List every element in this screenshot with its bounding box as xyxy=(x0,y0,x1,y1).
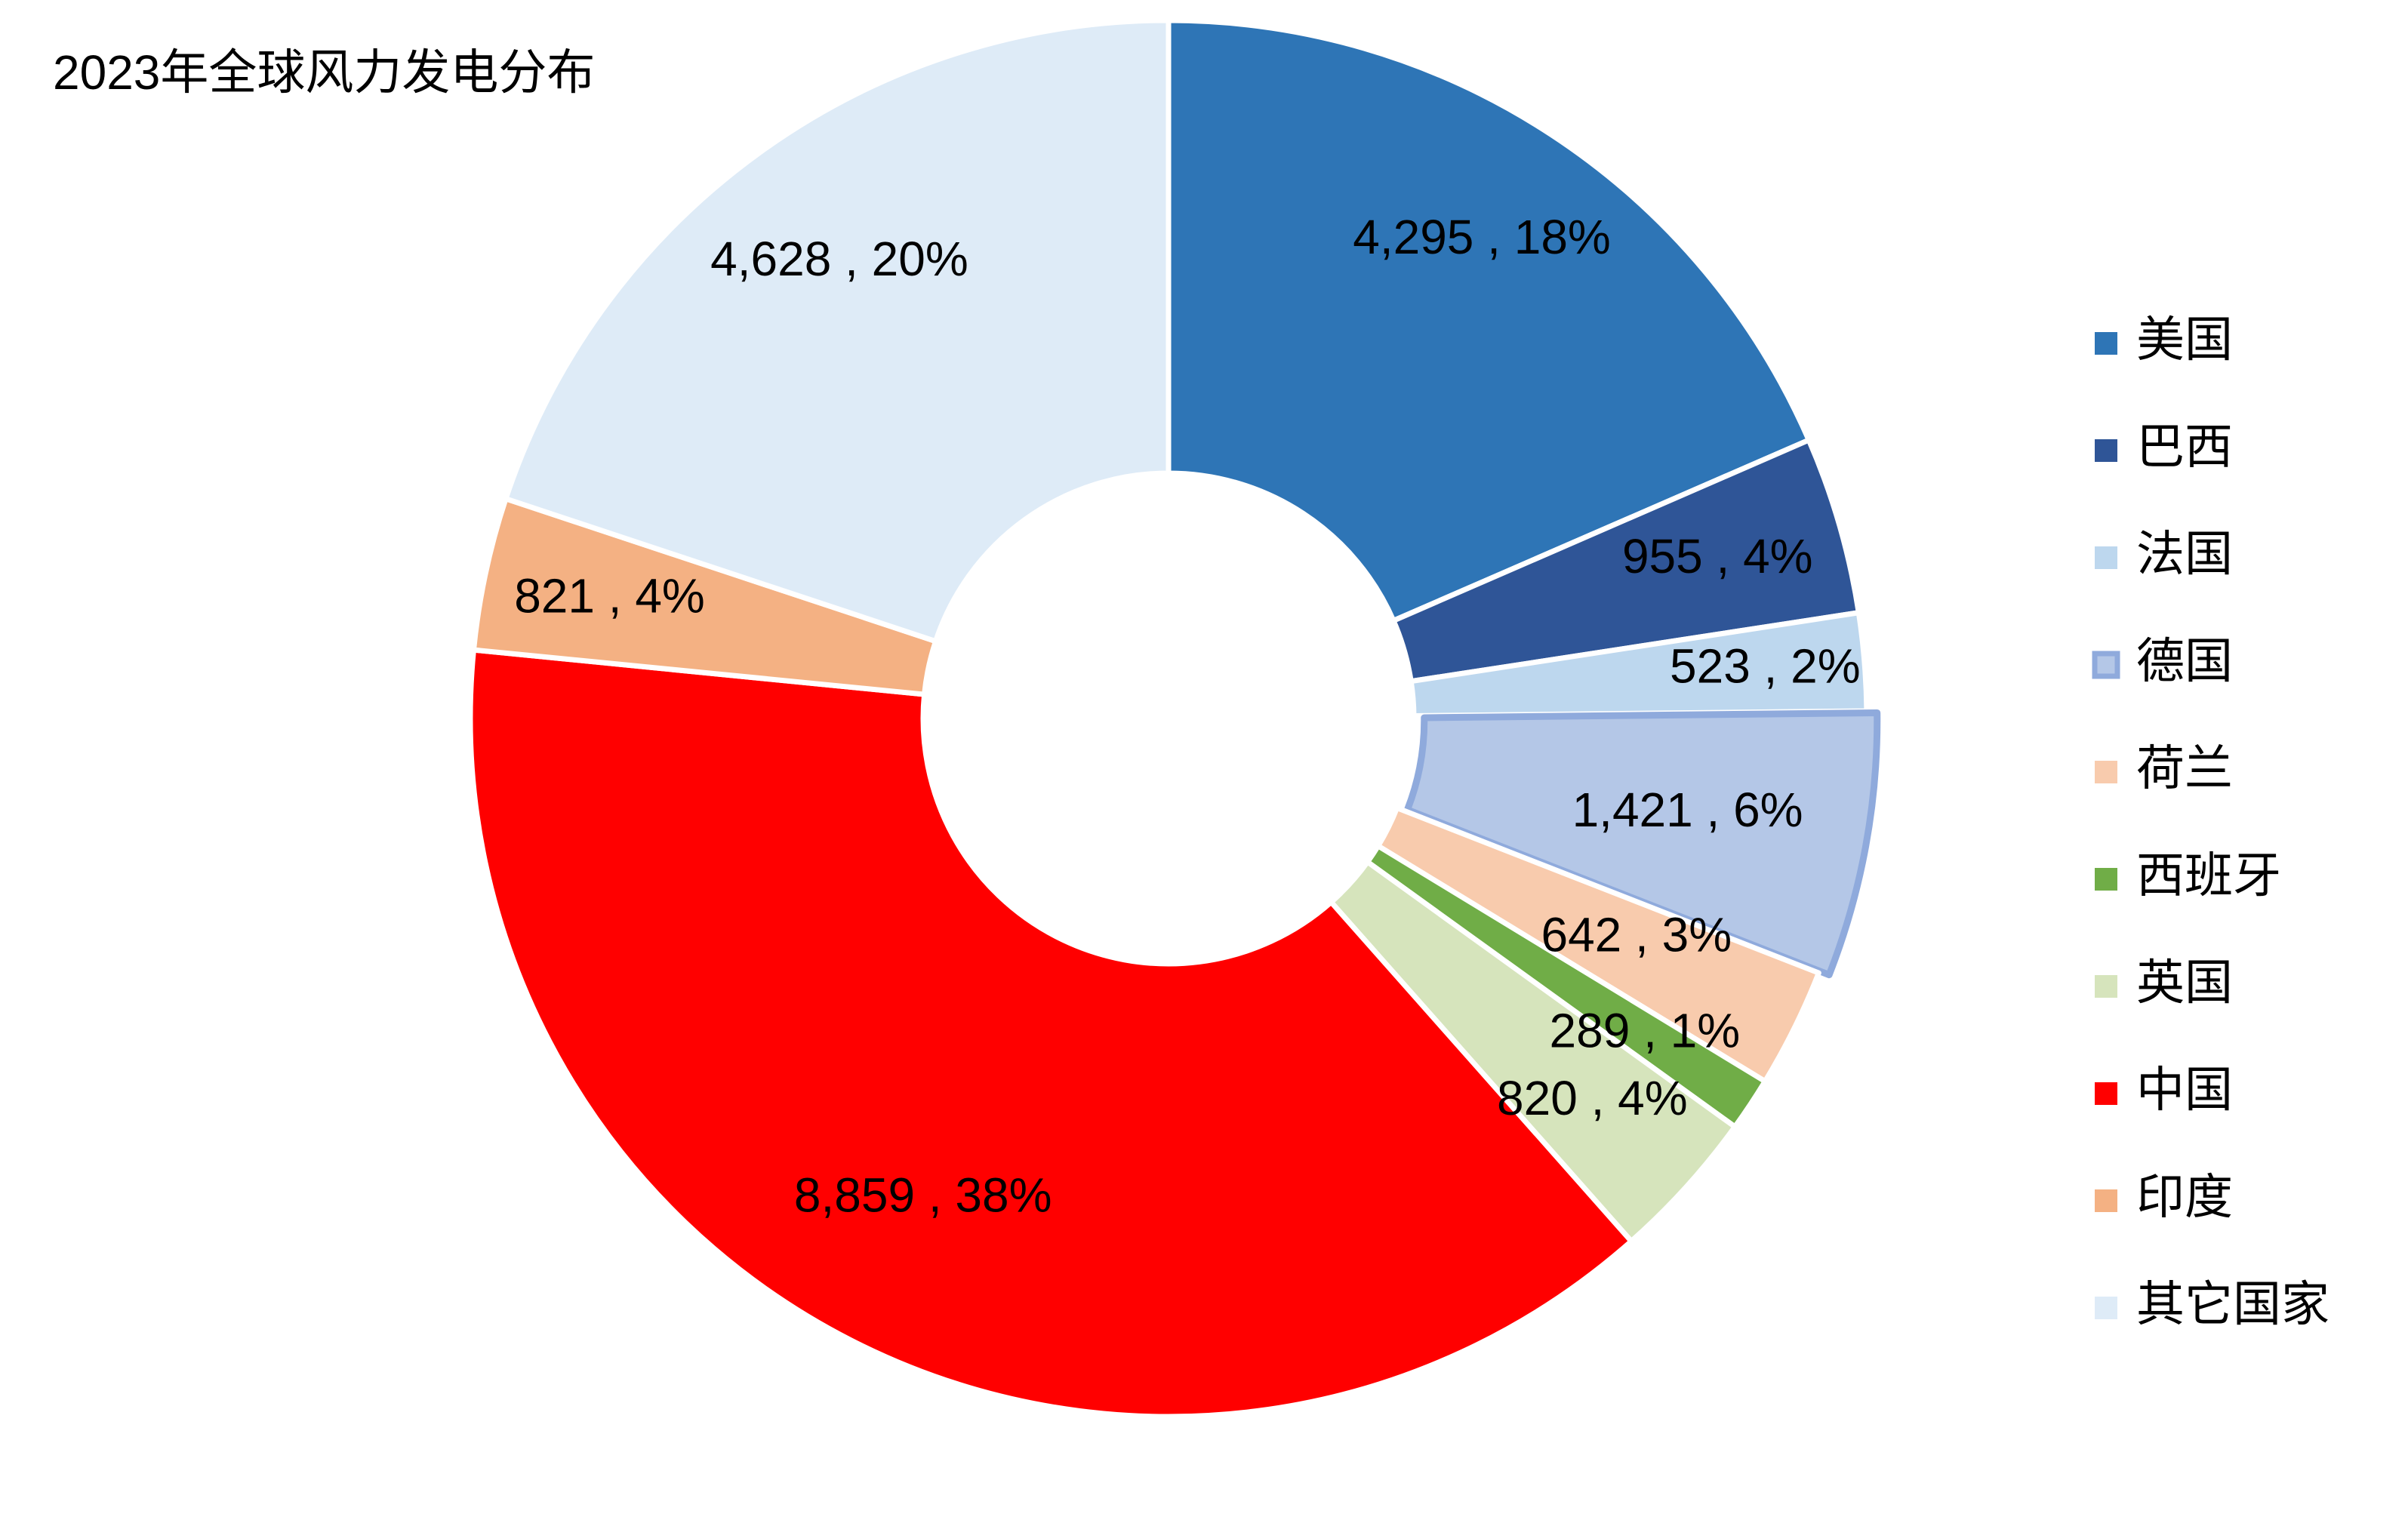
donut-slices xyxy=(467,17,1881,1420)
legend-label-印度: 印度 xyxy=(2136,1170,2233,1224)
legend-swatch-法国 xyxy=(2095,546,2117,569)
slice-label-荷兰: 642 , 3% xyxy=(1541,908,1732,962)
legend-swatch-巴西 xyxy=(2095,439,2117,462)
slice-label-西班牙: 289 , 1% xyxy=(1550,1003,1741,1057)
legend-label-美国: 美国 xyxy=(2136,312,2233,367)
legend-label-德国: 德国 xyxy=(2136,634,2233,688)
slice-其它国家 xyxy=(503,17,1172,645)
legend-swatch-其它国家 xyxy=(2095,1297,2117,1319)
legend-swatch-荷兰 xyxy=(2095,761,2117,783)
legend-label-中国: 中国 xyxy=(2136,1063,2233,1117)
slice-德国 xyxy=(1403,709,1881,979)
legend-swatch-德国 xyxy=(2092,651,2120,679)
legend-label-西班牙: 西班牙 xyxy=(2136,848,2281,903)
legend-label-法国: 法国 xyxy=(2136,527,2233,581)
legend-swatch-英国 xyxy=(2095,975,2117,998)
legend-swatch-美国 xyxy=(2095,332,2117,355)
legend-label-英国: 英国 xyxy=(2136,955,2233,1010)
legend-label-其它国家: 其它国家 xyxy=(2136,1277,2329,1331)
slice-label-其它国家: 4,628 , 20% xyxy=(710,232,968,286)
legend-label-巴西: 巴西 xyxy=(2136,420,2233,474)
slice-label-巴西: 955 , 4% xyxy=(1622,529,1813,583)
slice-label-美国: 4,295 , 18% xyxy=(1353,210,1611,264)
legend-label-荷兰: 荷兰 xyxy=(2136,741,2233,795)
slice-label-中国: 8,859 , 38% xyxy=(794,1168,1052,1223)
slice-美国 xyxy=(1166,17,1812,623)
slice-label-英国: 820 , 4% xyxy=(1497,1071,1688,1125)
legend-swatch-西班牙 xyxy=(2095,868,2117,891)
chart-title: 2023年全球风力发电分布 xyxy=(53,45,595,100)
slice-中国 xyxy=(467,647,1634,1420)
legend-swatch-中国 xyxy=(2095,1082,2117,1105)
slice-label-印度: 821 , 4% xyxy=(514,569,705,623)
slice-label-法国: 523 , 2% xyxy=(1670,638,1861,693)
slice-labels: 4,295 , 18% 955 , 4% 523 , 2% 1,421 , 6% 642… xyxy=(514,210,1860,1223)
legend-swatch-印度 xyxy=(2095,1189,2117,1212)
slice-label-德国: 1,421 , 6% xyxy=(1572,783,1803,837)
